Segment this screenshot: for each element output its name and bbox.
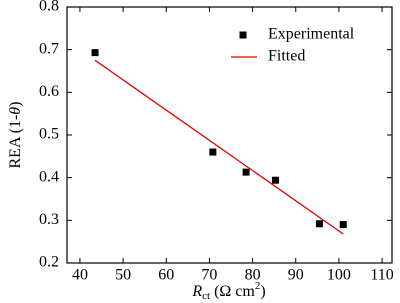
data-point	[271, 176, 279, 184]
fit-line	[94, 59, 344, 235]
x-axis-label: Rct (Ω cm2)	[191, 280, 265, 302]
x-label-part: ct	[202, 290, 210, 302]
y-tick-label: 0.2	[39, 254, 59, 271]
x-label-part: 2	[255, 280, 261, 292]
x-label-part: (Ω cm	[210, 283, 255, 300]
x-label-part: R	[191, 283, 202, 300]
x-tick-label: 90	[288, 267, 304, 284]
y-axis-label: REA (1-θ)	[7, 102, 24, 169]
data-point	[315, 220, 323, 228]
y-label-part: )	[7, 102, 24, 107]
x-tick-label: 40	[72, 267, 88, 284]
x-tick-label: 80	[245, 267, 261, 284]
x-tick-label: 70	[201, 267, 217, 284]
x-label-part: )	[260, 283, 265, 300]
x-tick-label: 100	[327, 267, 351, 284]
y-tick-label: 0.7	[39, 40, 59, 57]
y-tick-label: 0.4	[39, 168, 59, 185]
legend-marker	[239, 31, 247, 39]
data-point	[339, 221, 347, 229]
x-tick-label: 50	[115, 267, 131, 284]
x-tick-label: 110	[370, 267, 393, 284]
data-point	[242, 168, 250, 176]
y-label-part: θ	[7, 107, 24, 115]
y-tick-label: 0.6	[39, 83, 59, 100]
data-point	[209, 148, 217, 156]
legend-label: Fitted	[268, 48, 305, 65]
y-tick-label: 0.5	[39, 126, 59, 143]
y-label-part: REA (1-	[7, 115, 24, 169]
y-tick-label: 0.8	[39, 0, 59, 15]
x-tick-label: 60	[158, 267, 174, 284]
data-point	[91, 49, 99, 57]
legend-label: Experimental	[268, 26, 355, 43]
y-tick-label: 0.3	[39, 211, 59, 228]
